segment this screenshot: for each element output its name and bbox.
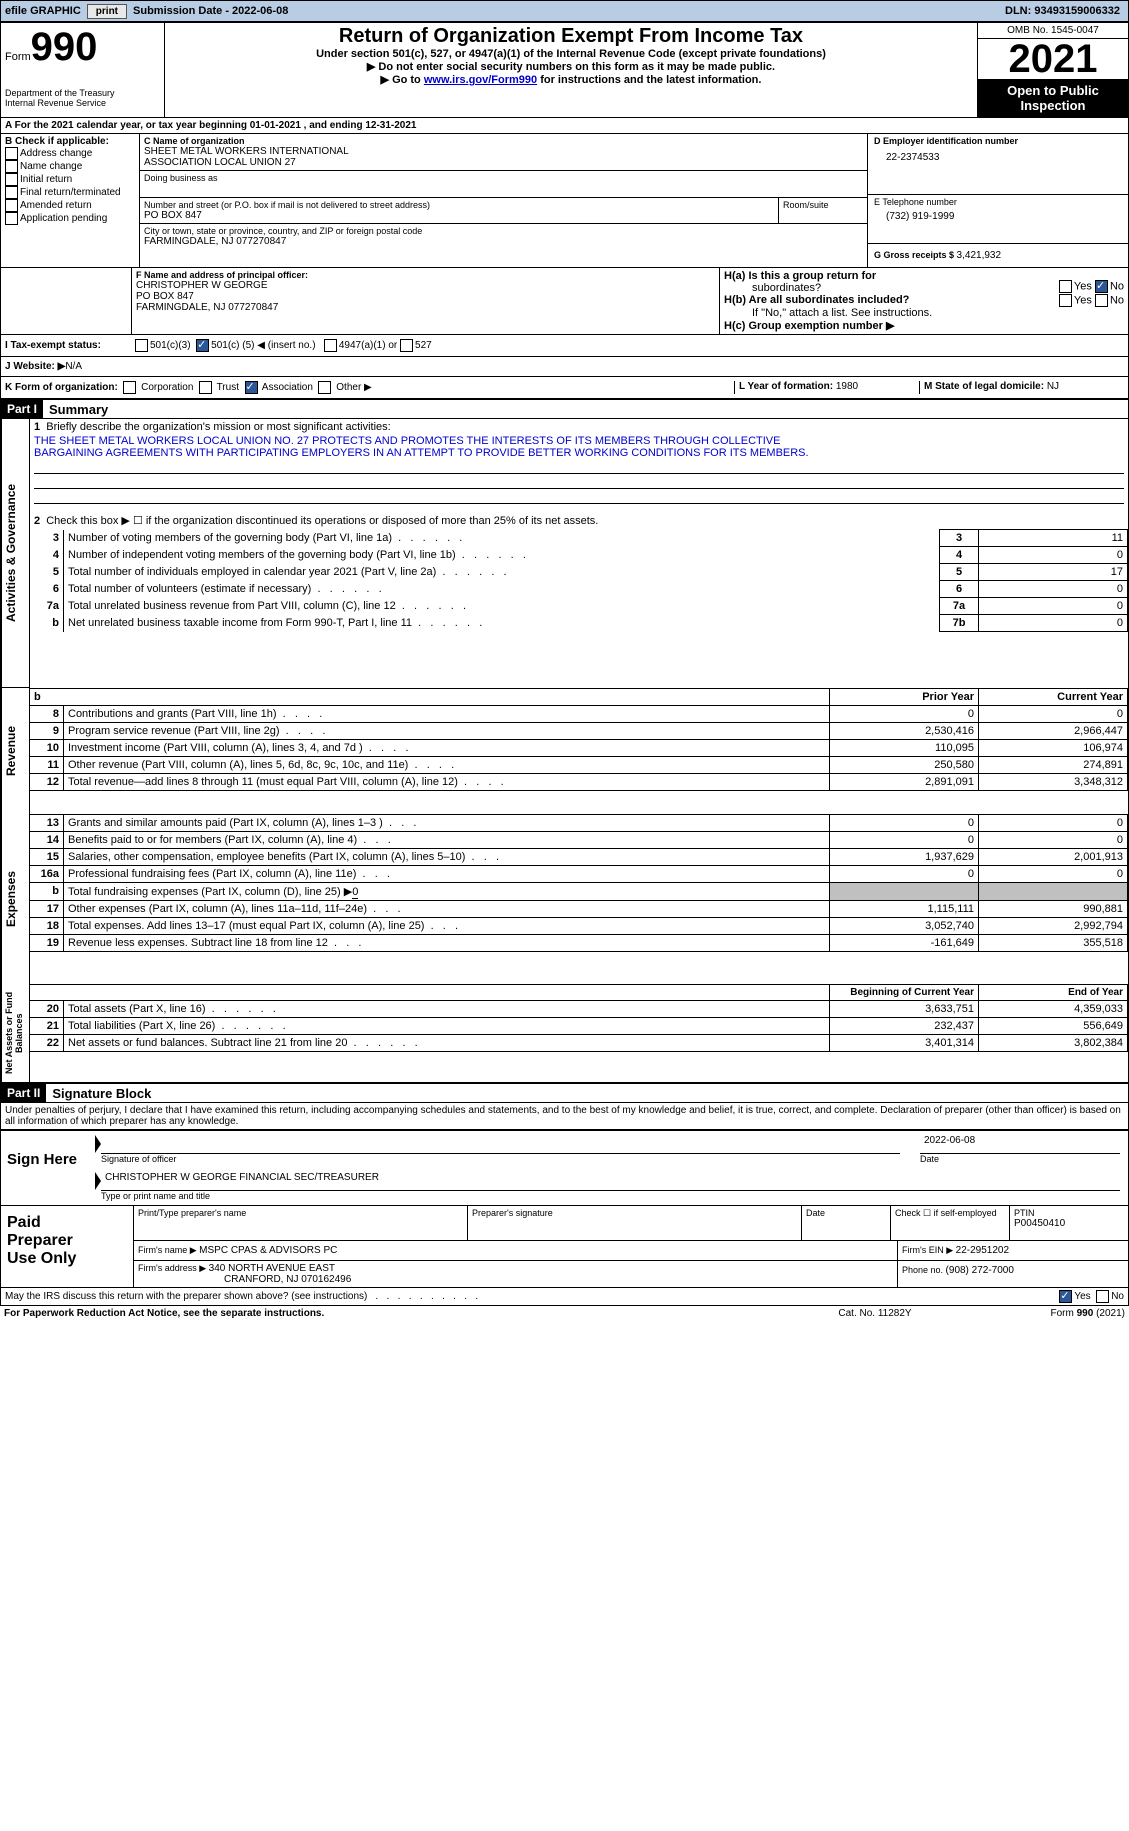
box-c: C Name of organization SHEET METAL WORKE…	[140, 134, 867, 267]
box-klm: K Form of organization: Corporation Trus…	[0, 377, 1129, 399]
hb-yes[interactable]	[1059, 294, 1072, 307]
page-footer: For Paperwork Reduction Act Notice, see …	[0, 1306, 1129, 1321]
box-h: H(a) Is this a group return for subordin…	[719, 268, 1128, 334]
check-527[interactable]	[400, 339, 413, 352]
table-row: 14 Benefits paid to or for members (Part…	[30, 832, 1128, 849]
netassets-table: Beginning of Current Year End of Year 20…	[30, 984, 1128, 1052]
mission-text-2: BARGAINING AGREEMENTS WITH PARTICIPATING…	[30, 447, 1128, 459]
check-final-return[interactable]	[5, 186, 18, 199]
table-row: 13 Grants and similar amounts paid (Part…	[30, 815, 1128, 832]
table-row: 5 Total number of individuals employed i…	[30, 564, 1128, 581]
table-row: 20 Total assets (Part X, line 16) . . . …	[30, 1001, 1128, 1018]
form-label: Form	[5, 51, 31, 63]
box-f: F Name and address of principal officer:…	[132, 268, 719, 334]
revenue-table: b Prior Year Current Year 8 Contribution…	[30, 688, 1128, 791]
part1-body: Activities & Governance 1 Briefly descri…	[0, 419, 1129, 688]
check-other[interactable]	[318, 381, 331, 394]
discuss-row: May the IRS discuss this return with the…	[0, 1288, 1129, 1306]
table-row: 19 Revenue less expenses. Subtract line …	[30, 935, 1128, 952]
form-ref: Form 990 (2021)	[975, 1308, 1125, 1319]
efile-label: efile GRAPHIC	[5, 5, 81, 17]
table-row: 9 Program service revenue (Part VIII, li…	[30, 723, 1128, 740]
sign-here-block: Sign Here Signature of officer 2022-06-0…	[0, 1130, 1129, 1206]
submission-label: Submission Date - 2022-06-08	[133, 5, 288, 17]
sign-here-label: Sign Here	[1, 1131, 93, 1205]
note-ssn: ▶ Do not enter social security numbers o…	[169, 60, 973, 73]
discuss-no[interactable]	[1096, 1290, 1109, 1303]
check-4947[interactable]	[324, 339, 337, 352]
table-row: 12 Total revenue—add lines 8 through 11 …	[30, 774, 1128, 791]
note-link: ▶ Go to www.irs.gov/Form990 for instruct…	[169, 73, 973, 86]
table-row: 15 Salaries, other compensation, employe…	[30, 849, 1128, 866]
vlabel-netassets: Net Assets or Fund Balances	[1, 984, 26, 1082]
check-application-pending[interactable]	[5, 212, 18, 225]
netassets-section: Net Assets or Fund Balances Beginning of…	[0, 984, 1129, 1083]
table-row: 22 Net assets or fund balances. Subtract…	[30, 1035, 1128, 1052]
governance-table: 3 Number of voting members of the govern…	[30, 529, 1128, 632]
expenses-table: 13 Grants and similar amounts paid (Part…	[30, 814, 1128, 952]
check-initial-return[interactable]	[5, 173, 18, 186]
mission-text-1: THE SHEET METAL WORKERS LOCAL UNION NO. …	[30, 435, 1128, 447]
paid-preparer-block: Paid Preparer Use Only Print/Type prepar…	[0, 1206, 1129, 1288]
check-name-change[interactable]	[5, 160, 18, 173]
top-bar: efile GRAPHIC print Submission Date - 20…	[0, 0, 1129, 22]
irs-link[interactable]: www.irs.gov/Form990	[424, 74, 537, 86]
box-i: I Tax-exempt status: 501(c)(3) 501(c) ( …	[0, 335, 1129, 357]
check-501c3[interactable]	[135, 339, 148, 352]
form-title: Return of Organization Exempt From Incom…	[169, 25, 973, 48]
period-line: A For the 2021 calendar year, or tax yea…	[0, 118, 1129, 134]
table-row: 11 Other revenue (Part VIII, column (A),…	[30, 757, 1128, 774]
inspection-box: Open to PublicInspection	[978, 79, 1128, 117]
info-block-1: B Check if applicable: Address change Na…	[0, 134, 1129, 268]
discuss-yes[interactable]	[1059, 1290, 1072, 1303]
check-amended-return[interactable]	[5, 199, 18, 212]
dln-label: DLN: 93493159006332	[1005, 5, 1120, 17]
check-assoc[interactable]	[245, 381, 258, 394]
table-row: 7a Total unrelated business revenue from…	[30, 598, 1128, 615]
ha-yes[interactable]	[1059, 280, 1072, 293]
vlabel-revenue: Revenue	[1, 688, 20, 814]
dept-label: Department of the Treasury	[5, 88, 160, 98]
part1-header: Part I Summary	[0, 399, 1129, 419]
part2-header: Part II Signature Block	[0, 1083, 1129, 1103]
table-row: 18 Total expenses. Add lines 13–17 (must…	[30, 918, 1128, 935]
box-b: B Check if applicable: Address change Na…	[1, 134, 140, 267]
table-row: 17 Other expenses (Part IX, column (A), …	[30, 901, 1128, 918]
ha-no[interactable]	[1095, 280, 1108, 293]
box-j: J Website: ▶ N/A	[0, 357, 1129, 377]
table-row: 16a Professional fundraising fees (Part …	[30, 866, 1128, 883]
table-row: 3 Number of voting members of the govern…	[30, 530, 1128, 547]
tax-year: 2021	[978, 39, 1128, 79]
revenue-section: Revenue b Prior Year Current Year 8 Cont…	[0, 688, 1129, 814]
vlabel-expenses: Expenses	[1, 814, 20, 984]
check-trust[interactable]	[199, 381, 212, 394]
declaration-text: Under penalties of perjury, I declare th…	[0, 1103, 1129, 1130]
check-501c[interactable]	[196, 339, 209, 352]
form-subtitle: Under section 501(c), 527, or 4947(a)(1)…	[169, 48, 973, 60]
check-address-change[interactable]	[5, 147, 18, 160]
info-block-2: F Name and address of principal officer:…	[0, 268, 1129, 335]
form-header: Form990 Department of the Treasury Inter…	[0, 22, 1129, 118]
table-row: 21 Total liabilities (Part X, line 26) .…	[30, 1018, 1128, 1035]
table-row: 8 Contributions and grants (Part VIII, l…	[30, 706, 1128, 723]
hb-no[interactable]	[1095, 294, 1108, 307]
print-button[interactable]: print	[87, 4, 127, 19]
form-number: 990	[31, 25, 98, 69]
check-corp[interactable]	[123, 381, 136, 394]
table-row: 4 Number of independent voting members o…	[30, 547, 1128, 564]
expenses-section: Expenses 13 Grants and similar amounts p…	[0, 814, 1129, 984]
irs-label: Internal Revenue Service	[5, 98, 160, 108]
table-row: b Net unrelated business taxable income …	[30, 615, 1128, 632]
vlabel-governance: Activities & Governance	[1, 419, 20, 687]
table-row: 10 Investment income (Part VIII, column …	[30, 740, 1128, 757]
table-row: 6 Total number of volunteers (estimate i…	[30, 581, 1128, 598]
box-deg: D Employer identification number 22-2374…	[867, 134, 1128, 267]
